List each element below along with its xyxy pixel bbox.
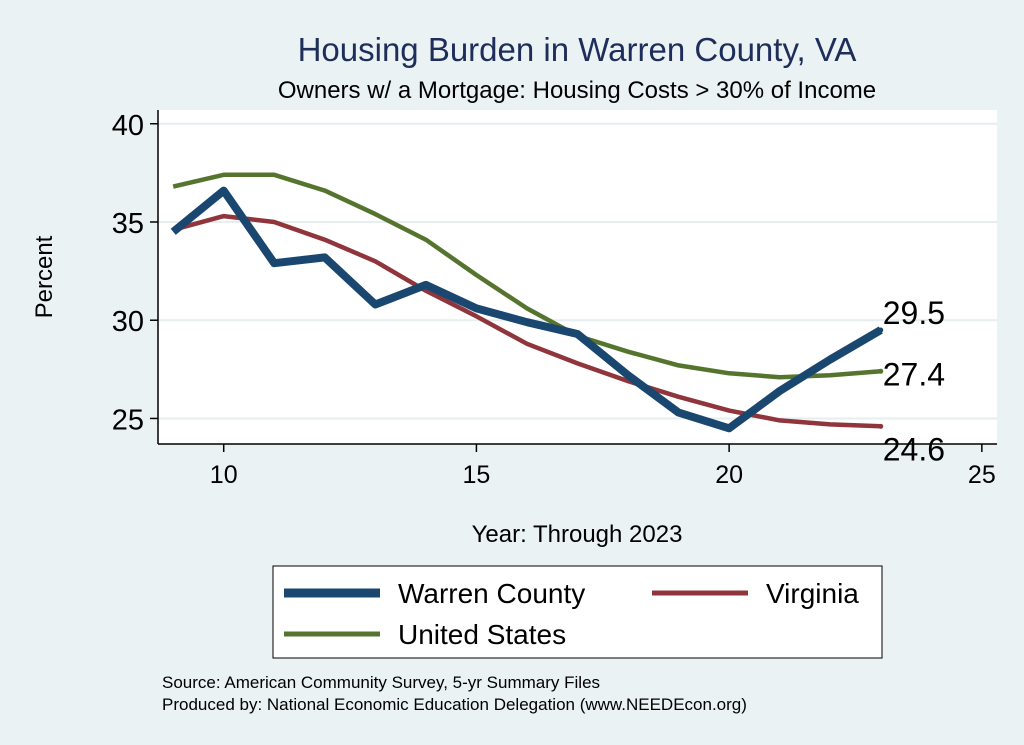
y-tick-label-40: 40 <box>112 110 144 142</box>
legend-label-virginia: Virginia <box>766 578 859 609</box>
legend-label-united-states: United States <box>398 619 566 650</box>
end-label-united-states: 27.4 <box>883 356 945 392</box>
y-tick-label-30: 30 <box>112 306 144 338</box>
y-tick-label-25: 25 <box>112 404 144 436</box>
grid-lines <box>158 122 997 420</box>
legend: Warren County Virginia United States <box>272 565 883 659</box>
series-endpoint-virginia <box>878 423 884 429</box>
legend-box <box>272 565 883 659</box>
x-tick-label-20: 20 <box>715 461 743 489</box>
end-label-virginia: 24.6 <box>883 431 945 467</box>
chart-subtitle: Owners w/ a Mortgage: Housing Costs > 30… <box>278 77 876 104</box>
x-tick-label-15: 15 <box>463 461 491 489</box>
source-note: Source: American Community Survey, 5-yr … <box>162 673 600 692</box>
y-axis-label: Percent <box>31 235 58 318</box>
series-line-virginia <box>172 213 881 429</box>
x-tick-label-25: 25 <box>968 461 996 489</box>
series-group <box>170 172 884 433</box>
end-label-warren-county: 29.5 <box>883 295 945 331</box>
chart-title: Housing Burden in Warren County, VA <box>298 31 857 68</box>
x-axis-label: Year: Through 2023 <box>472 521 683 548</box>
legend-label-warren-county: Warren County <box>398 578 585 609</box>
legend-items: Warren County Virginia United States <box>284 578 859 650</box>
plot-area <box>158 110 997 444</box>
series-line-warren-county <box>170 186 883 433</box>
series-line-united-states <box>172 172 881 380</box>
end-labels: 29.5 24.6 27.4 <box>883 295 945 467</box>
series-endpoint-warren-county <box>878 327 884 333</box>
axes: 25 30 35 40 10 15 20 25 <box>112 110 997 489</box>
y-tick-label-35: 35 <box>112 208 144 240</box>
series-endpoint-united-states <box>878 368 884 374</box>
x-tick-label-10: 10 <box>210 461 238 489</box>
produced-by-note: Produced by: National Economic Education… <box>162 695 747 714</box>
